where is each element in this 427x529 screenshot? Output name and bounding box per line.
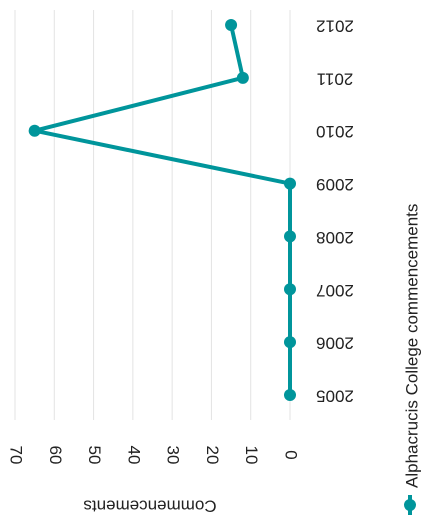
x-tick-label: 2009 xyxy=(316,175,354,194)
y-tick-label: 10 xyxy=(242,446,261,465)
x-tick-label: 2008 xyxy=(316,228,354,247)
point xyxy=(284,389,296,401)
legend-label: Alphacrucis College commencements xyxy=(402,204,421,488)
y-axis-title: Commencements xyxy=(83,497,216,516)
point xyxy=(225,19,238,31)
point xyxy=(284,177,296,190)
point xyxy=(284,283,296,296)
legend-marker xyxy=(404,499,416,511)
y-tick-label: 60 xyxy=(46,446,65,465)
y-tick-label: 40 xyxy=(124,446,143,465)
x-tick-label: 2010 xyxy=(316,122,354,141)
x-tick-label: 2005 xyxy=(316,387,354,406)
x-tick-label: 2011 xyxy=(317,69,354,88)
y-tick-label: 50 xyxy=(85,446,104,465)
x-tick-label: 2006 xyxy=(316,334,354,353)
y-tick-label: 0 xyxy=(282,450,301,459)
y-tick-label: 30 xyxy=(164,446,183,465)
point xyxy=(28,124,41,137)
y-tick-label: 20 xyxy=(203,446,222,465)
line xyxy=(32,24,292,395)
point xyxy=(284,230,296,243)
point xyxy=(284,336,296,349)
point xyxy=(236,71,249,84)
x-tick-label: 2012 xyxy=(316,17,354,36)
x-tick-label: 2007 xyxy=(316,281,354,300)
y-tick-label: 70 xyxy=(7,446,26,465)
